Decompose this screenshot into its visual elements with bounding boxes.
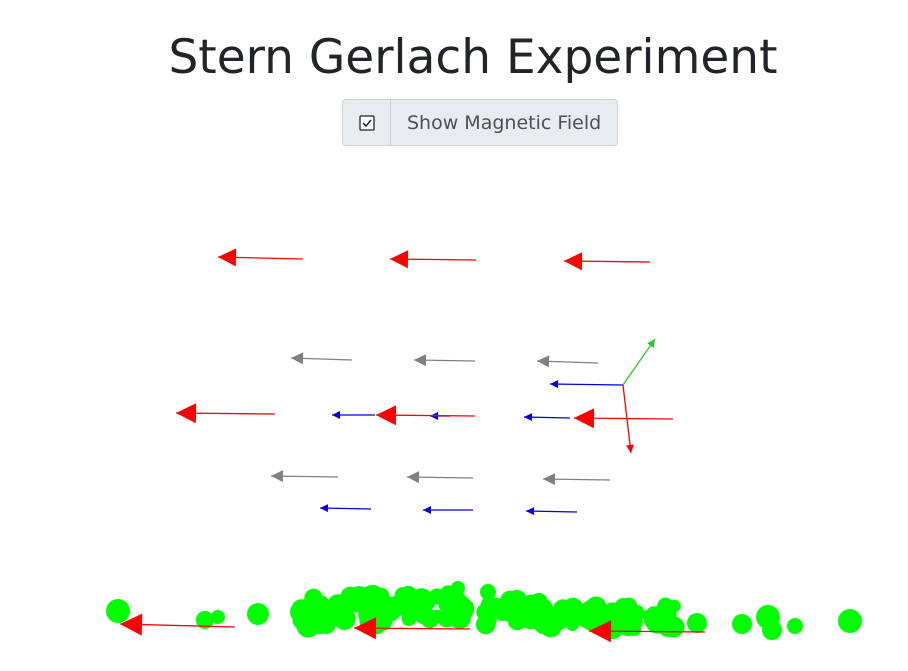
particle (451, 581, 465, 595)
arrow-head (537, 355, 550, 368)
arrow-head (176, 403, 197, 424)
arrow-head (423, 506, 431, 514)
particle (316, 614, 337, 635)
arrow-head (647, 339, 655, 348)
arrow-head (407, 471, 420, 484)
particle (371, 591, 391, 611)
toggle-checkbox[interactable] (342, 99, 391, 146)
particle (687, 613, 707, 633)
arrow-head (376, 405, 397, 426)
particle (532, 610, 557, 635)
particle (407, 597, 432, 622)
particle (247, 603, 269, 625)
toggle-label[interactable]: Show Magnetic Field (391, 99, 619, 146)
particle (211, 610, 225, 624)
particle (838, 609, 862, 633)
particle (627, 622, 642, 636)
page-title: Stern Gerlach Experiment (168, 30, 778, 85)
field-arrow (622, 384, 632, 454)
particle (447, 605, 465, 623)
arrow-head (550, 380, 559, 389)
particle (661, 620, 677, 636)
field-arrow (525, 510, 578, 513)
arrow-head (354, 617, 377, 640)
arrow-head (526, 507, 535, 516)
arrow-head (291, 352, 304, 365)
particle (475, 614, 496, 635)
particle (580, 599, 603, 622)
particle (337, 598, 354, 615)
particle (609, 612, 622, 626)
arrow-head (524, 413, 533, 422)
particle (480, 596, 497, 613)
particle (732, 614, 752, 634)
particle (657, 597, 674, 614)
field-arrow (319, 507, 372, 510)
particle (524, 598, 538, 613)
particle (196, 611, 214, 629)
arrow-head (589, 620, 612, 643)
particle (553, 616, 567, 630)
toggle-group: Show Magnetic Field (342, 99, 619, 146)
field-arrow (622, 338, 656, 386)
field-arrow (549, 383, 624, 386)
particle (507, 598, 526, 617)
arrow-head (218, 248, 237, 267)
particle (297, 606, 313, 622)
arrow-head (564, 252, 583, 271)
arrow-head (543, 473, 556, 486)
particle (787, 618, 803, 634)
arrow-head (320, 504, 329, 513)
arrow-head (626, 444, 635, 453)
particle (480, 584, 496, 600)
arrow-head (574, 408, 595, 429)
arrow-head (271, 470, 284, 483)
arrow-head (414, 354, 427, 367)
arrow-head (332, 411, 340, 419)
particle (307, 596, 322, 611)
particle (644, 615, 657, 628)
particle (106, 599, 130, 623)
checkbox-icon (358, 114, 375, 131)
arrow-head (120, 613, 143, 636)
arrow-head (390, 250, 409, 269)
particle (565, 605, 583, 622)
particle (762, 620, 782, 640)
